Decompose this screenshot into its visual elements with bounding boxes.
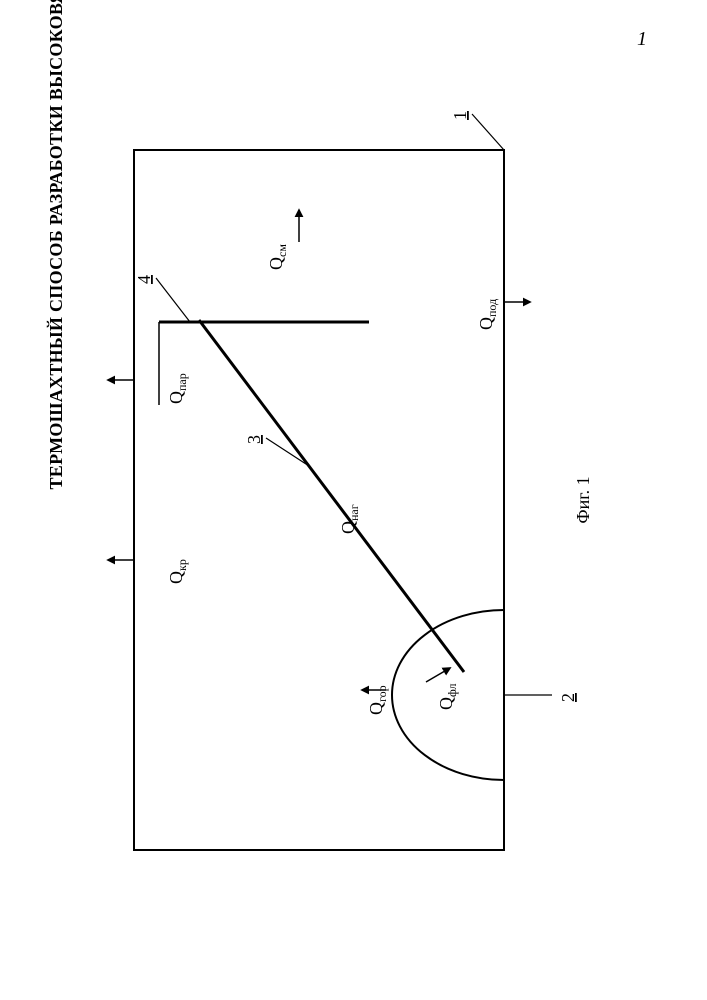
lead-3-label: 3 — [244, 435, 264, 444]
figure-wrap: QкрQпарQнагQгорQфлQсмQпод1234Фиг. 1 — [84, 70, 624, 930]
q-par-lbl: Qпар — [166, 373, 189, 404]
q-pod-lbl: Qпод — [476, 299, 499, 330]
q-fl-arrow — [426, 668, 450, 682]
lead-2-label: 2 — [558, 693, 578, 702]
q-kr-lbl: Qкр — [166, 559, 189, 584]
lead-4-label: 4 — [134, 275, 154, 284]
well-3 — [199, 320, 464, 672]
page-number: 1 — [637, 28, 647, 51]
figure-svg: QкрQпарQнагQгорQфлQсмQпод1234Фиг. 1 — [84, 70, 624, 930]
doc-title: ТЕРМОШАХТНЫЙ СПОСОБ РАЗРАБОТКИ ВЫСОКОВЯЗ… — [46, 0, 67, 490]
q-sm-lbl: Qсм — [266, 244, 289, 270]
figure-caption: Фиг. 1 — [573, 476, 593, 523]
lead-4 — [156, 278, 190, 322]
layer-outline — [134, 150, 504, 850]
lead-1-label: 1 — [450, 111, 470, 120]
q-fl-lbl: Qфл — [436, 684, 459, 710]
lead-3 — [266, 438, 309, 466]
lead-1 — [472, 114, 504, 150]
